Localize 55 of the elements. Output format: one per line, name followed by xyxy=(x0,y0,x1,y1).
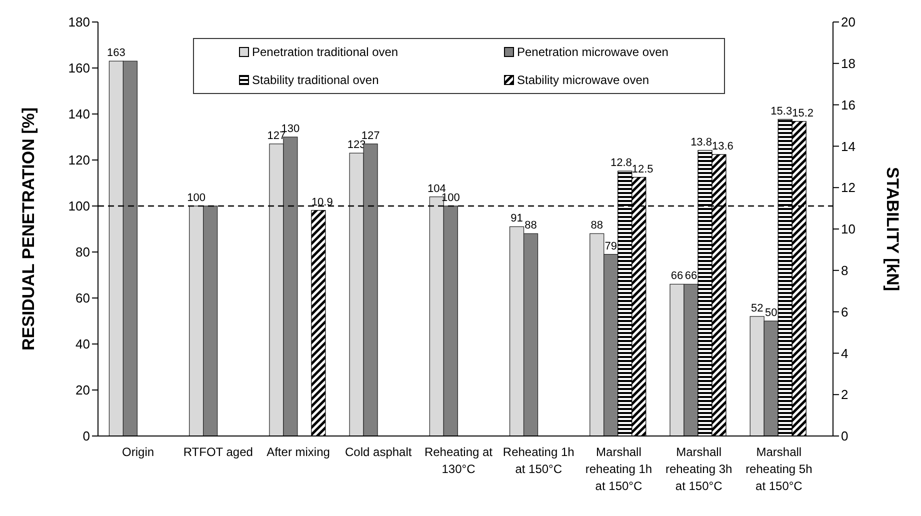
y-tick-label: 40 xyxy=(76,336,90,352)
data-label: 13.6 xyxy=(712,140,734,152)
data-label: 66 xyxy=(670,270,684,282)
data-label: 12.5 xyxy=(632,163,654,176)
y2-tick-label: 14 xyxy=(841,138,856,154)
y-axis-title: RESIDUAL PENETRATION [%] xyxy=(19,107,38,351)
legend-label: Stability traditional oven xyxy=(252,73,379,87)
data-label: 10.9 xyxy=(311,196,333,208)
x-tick-label: After mixing xyxy=(266,445,330,459)
y2-tick-label: 10 xyxy=(841,222,856,237)
data-label: 50 xyxy=(764,307,778,319)
data-label: 15.3 xyxy=(770,105,792,118)
data-label: 100 xyxy=(187,192,206,204)
legend-label: Penetration microwave oven xyxy=(517,45,668,59)
data-label: 15.2 xyxy=(792,107,814,120)
y2-tick-label: 8 xyxy=(841,263,848,278)
data-label: 127 xyxy=(267,130,286,142)
y-tick-label: 160 xyxy=(68,60,90,76)
y2-tick-label: 20 xyxy=(841,14,856,30)
y2-tick-label: 16 xyxy=(841,97,856,112)
legend-label: Penetration traditional oven xyxy=(252,45,398,59)
x-tick-label: Origin xyxy=(122,445,154,459)
data-label: 88 xyxy=(524,220,537,232)
y-tick-label: 120 xyxy=(68,152,90,168)
data-label: 66 xyxy=(684,270,698,282)
data-label: 13.8 xyxy=(690,136,712,148)
y-tick-label: 180 xyxy=(68,14,90,30)
x-tick-label: Marshall reheating 3h at 150°C xyxy=(665,445,732,493)
y-tick-label: 140 xyxy=(68,106,90,122)
x-tick-label: Cold asphalt xyxy=(345,445,412,459)
y-tick-label: 0 xyxy=(82,428,90,444)
y-tick-label: 20 xyxy=(76,382,90,398)
data-label: 91 xyxy=(510,212,523,225)
y2-tick-label: 2 xyxy=(841,387,848,402)
x-tick-label: RTFOT aged xyxy=(183,445,253,459)
y2-tick-label: 4 xyxy=(841,346,848,361)
y-tick-label: 80 xyxy=(76,244,90,260)
data-label: 88 xyxy=(590,220,604,232)
data-label: 79 xyxy=(604,240,618,252)
x-tick-label: Marshall reheating 1h at 150°C xyxy=(585,445,652,493)
data-label: 12.8 xyxy=(610,157,632,170)
y2-axis-title: STABILITY [kN] xyxy=(882,166,902,292)
x-tick-label: Reheating 1h at 150°C xyxy=(502,445,574,476)
y-tick-label: 60 xyxy=(76,290,90,306)
data-label: 52 xyxy=(750,302,764,314)
x-tick-label: Reheating at 130°C xyxy=(424,445,494,476)
y2-tick-label: 12 xyxy=(841,180,856,196)
y2-tick-label: 6 xyxy=(841,304,848,320)
legend-label: Stability microwave oven xyxy=(517,73,650,87)
y-tick-label: 100 xyxy=(68,198,90,214)
y2-tick-label: 18 xyxy=(841,56,856,72)
data-label: 163 xyxy=(107,47,126,60)
data-label: 100 xyxy=(441,192,460,204)
y2-tick-label: 0 xyxy=(841,428,848,444)
x-tick-label: Marshall reheating 5h at 150°C xyxy=(746,445,812,493)
